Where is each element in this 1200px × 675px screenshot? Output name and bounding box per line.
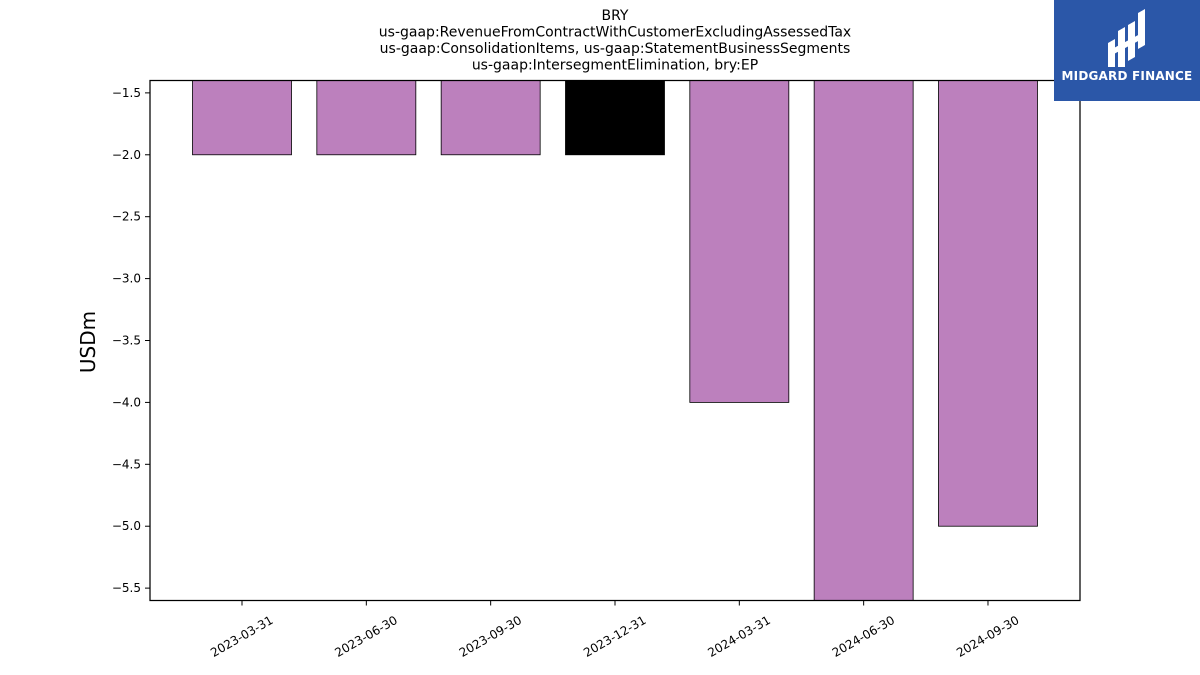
y-tick-label: −1.5 [112, 86, 141, 100]
bar-2023-03-31 [192, 80, 292, 156]
y-tick-label: −4.5 [112, 457, 141, 471]
y-tick-label: −5.0 [112, 519, 141, 533]
logo-text: MIDGARD FINANCE [1061, 69, 1193, 83]
y-tick-label: −2.0 [112, 148, 141, 162]
chart-title-line-2: us-gaap:RevenueFromContractWithCustomerE… [379, 25, 851, 41]
chart-title: BRYus-gaap:RevenueFromContractWithCustom… [379, 8, 851, 74]
midgard-logo-icon [1108, 9, 1145, 67]
y-tick-label: −2.5 [112, 210, 141, 224]
y-tick-label: −3.5 [112, 334, 141, 348]
x-tick-label: 2023-12-31 [581, 613, 648, 660]
y-axis-ticks: −1.5 −2.0 −2.5 −3.0 −3.5 −4.0 −4.5 −5.0 −5.5 [112, 86, 150, 595]
bars [192, 80, 1038, 601]
x-tick-label: 2024-06-30 [830, 613, 897, 660]
y-tick-label: −3.0 [112, 272, 141, 286]
bar-2024-03-31 [689, 80, 790, 403]
x-tick-label: 2023-03-31 [208, 613, 275, 660]
chart-title-line-1: BRY [602, 8, 629, 24]
bar-2023-12-31 [565, 80, 665, 156]
bar-2024-06-30 [813, 80, 914, 601]
y-axis-label: USDm [76, 311, 100, 373]
chart-title-line-4: us-gaap:IntersegmentElimination, bry:EP [472, 58, 758, 74]
x-tick-label: 2024-09-30 [954, 613, 1021, 660]
chart-title-line-3: us-gaap:ConsolidationItems, us-gaap:Stat… [380, 41, 851, 57]
y-tick-label: −5.5 [112, 581, 141, 595]
bar-2023-06-30 [316, 80, 417, 156]
y-tick-label: −4.0 [112, 395, 141, 409]
bar-2024-09-30 [938, 80, 1038, 527]
x-tick-label: 2024-03-31 [705, 613, 772, 660]
x-tick-label: 2023-06-30 [332, 613, 399, 660]
x-axis-ticks: 2023-03-31 2023-06-30 2023-09-30 2023-12-31… [208, 600, 1021, 660]
bar-2023-09-30 [440, 80, 541, 156]
midgard-finance-logo: MIDGARD FINANCE [1054, 0, 1200, 101]
plot-frame [149, 79, 1081, 602]
x-tick-label: 2023-09-30 [457, 613, 524, 660]
